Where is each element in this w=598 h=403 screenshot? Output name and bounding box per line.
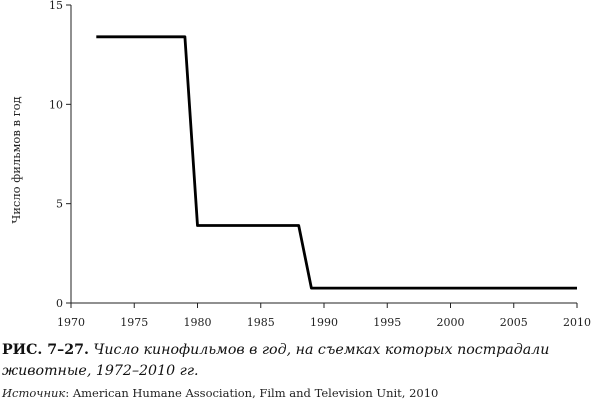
ticks: 1970 1975 1980 1985 1990 1995 2000 2005 2010 0 5 10… <box>49 0 591 329</box>
x-tick-label: 1970 <box>57 316 85 329</box>
y-tick-label: 5 <box>56 198 63 211</box>
x-tick-label: 1995 <box>373 316 401 329</box>
y-axis-label: Число фильмов в год <box>9 96 23 223</box>
x-tick-label: 2000 <box>437 316 465 329</box>
y-tick-label: 10 <box>49 98 63 111</box>
x-tick-label: 1990 <box>310 316 338 329</box>
y-tick-label: 0 <box>56 297 63 310</box>
figure-caption: РИС. 7–27. Число кинофильмов в год, на с… <box>2 340 598 382</box>
figure-caption-text: Число кинофильмов в год, на съемках кото… <box>2 342 550 379</box>
series-line <box>96 35 577 290</box>
y-tick-label: 15 <box>49 0 63 12</box>
figure-number: РИС. 7–27. <box>2 342 89 358</box>
chart: 1970 1975 1980 1985 1990 1995 2000 2005 2010 0 5 10… <box>9 0 591 329</box>
source-note: Источник: American Humane Association, F… <box>2 386 598 400</box>
axes <box>70 5 577 304</box>
x-tick-label: 2010 <box>563 316 591 329</box>
x-tick-label: 2005 <box>500 316 528 329</box>
x-tick-label: 1985 <box>247 316 275 329</box>
source-text: : American Humane Association, Film and … <box>65 386 439 400</box>
x-tick-label: 1980 <box>184 316 212 329</box>
series-layer <box>96 35 577 290</box>
x-tick-label: 1975 <box>120 316 148 329</box>
source-label: Источник <box>2 386 66 400</box>
